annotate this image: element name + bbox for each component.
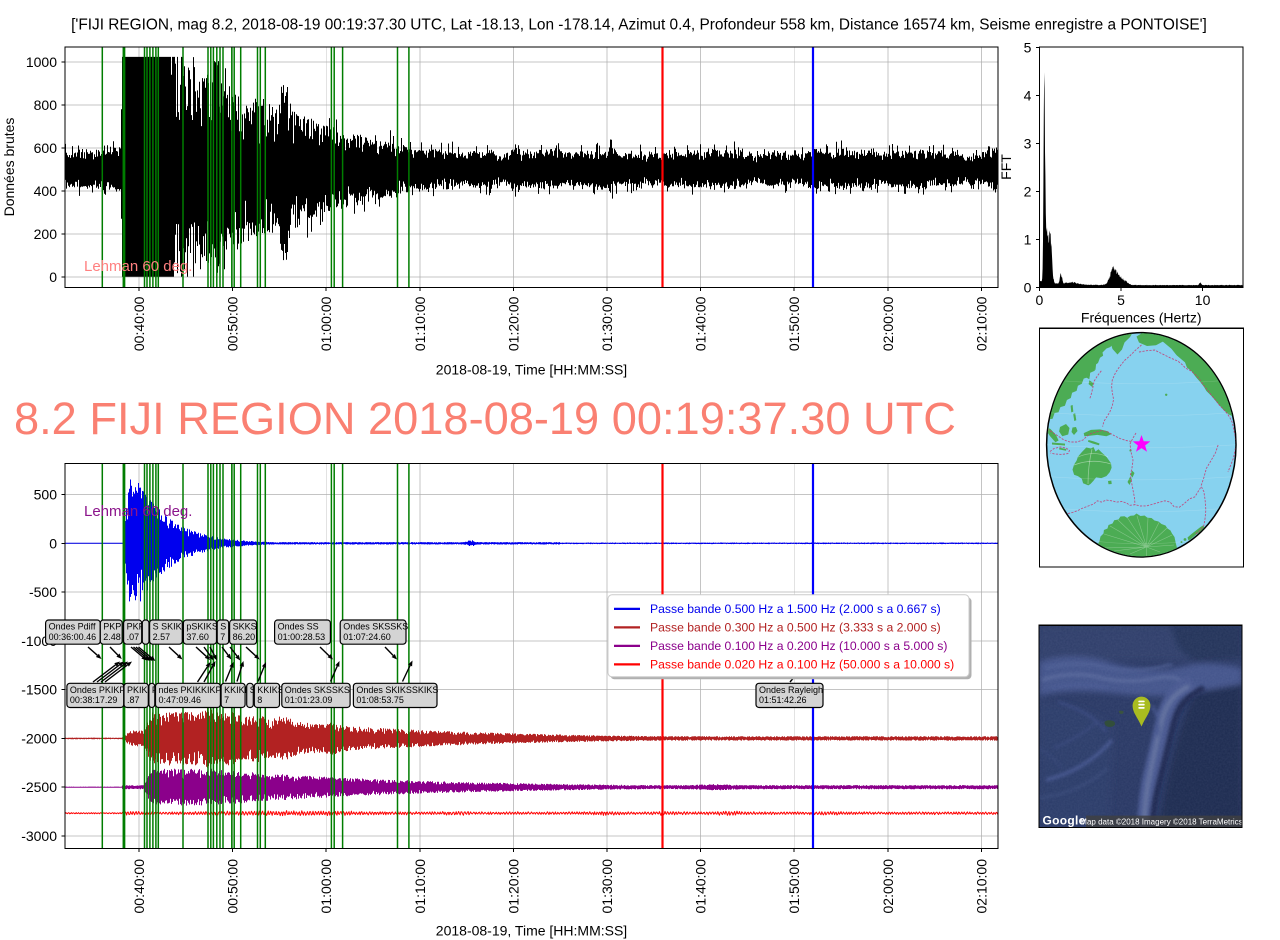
svg-text:Ondes SKIKSSKIKS: Ondes SKIKSSKIKS: [356, 685, 438, 695]
svg-text:-500: -500: [29, 584, 57, 600]
svg-text:-2500: -2500: [21, 779, 57, 795]
svg-text:Passe bande 0.300 Hz a 0.500 H: Passe bande 0.300 Hz a 0.500 Hz (3.333 s…: [650, 621, 941, 635]
svg-text:['FIJI REGION, mag 8.2, 2018-0: ['FIJI REGION, mag 8.2, 2018-08-19 00:19…: [71, 17, 1207, 34]
svg-text:7: 7: [220, 632, 225, 642]
svg-text:86.20: 86.20: [233, 632, 256, 642]
svg-text:200: 200: [34, 226, 58, 242]
svg-text:01:40:00: 01:40:00: [693, 296, 709, 351]
svg-text:2018-08-19, Time [HH:MM:SS]: 2018-08-19, Time [HH:MM:SS]: [436, 362, 627, 378]
svg-text:00:38:17.29: 00:38:17.29: [70, 695, 118, 705]
svg-text:1: 1: [1024, 232, 1032, 248]
svg-text:01:00:00: 01:00:00: [318, 296, 334, 351]
svg-text:FFT: FFT: [998, 154, 1014, 180]
svg-text:2018-08-19, Time [HH:MM:SS]: 2018-08-19, Time [HH:MM:SS]: [436, 923, 627, 939]
svg-text:Lehman 60 deg.: Lehman 60 deg.: [84, 258, 192, 275]
svg-text:-1500: -1500: [21, 682, 57, 698]
svg-text:01:50:00: 01:50:00: [786, 859, 802, 914]
svg-text:01:10:00: 01:10:00: [412, 296, 428, 351]
svg-text:Map data ©2018 Imagery ©2018: Map data ©2018 Imagery ©2018 TerraMetric…: [1080, 817, 1242, 826]
svg-text:1000: 1000: [26, 54, 57, 70]
svg-text:500: 500: [34, 487, 58, 503]
svg-text:S: S: [220, 622, 226, 632]
svg-text:ndes PKIKKIKP: ndes PKIKKIKP: [159, 685, 222, 695]
svg-text:4: 4: [1024, 87, 1032, 103]
svg-text:01:08:53.75: 01:08:53.75: [356, 695, 404, 705]
svg-text:0: 0: [1024, 280, 1032, 296]
svg-text:8.2 FIJI REGION 2018-08-19 00:: 8.2 FIJI REGION 2018-08-19 00:19:37.30 U…: [14, 393, 956, 444]
svg-text:01:01:23.09: 01:01:23.09: [285, 695, 333, 705]
svg-text:Lehman 60 deg.: Lehman 60 deg.: [84, 503, 192, 520]
svg-text:Ondes SKSSKS: Ondes SKSSKS: [343, 622, 408, 632]
svg-text:02:10:00: 02:10:00: [973, 296, 989, 351]
svg-text:0: 0: [49, 535, 57, 551]
svg-text:01:20:00: 01:20:00: [505, 859, 521, 914]
svg-text:01:40:00: 01:40:00: [693, 859, 709, 914]
svg-text:S SKIKS: S SKIKS: [153, 622, 188, 632]
svg-text:Google: Google: [1043, 814, 1086, 828]
svg-text:01:00:00: 01:00:00: [318, 859, 334, 914]
svg-text:S: S: [250, 685, 256, 695]
svg-text:01:20:00: 01:20:00: [505, 296, 521, 351]
svg-text:KKIKS: KKIKS: [257, 685, 284, 695]
svg-text:Fréquences (Hertz): Fréquences (Hertz): [1081, 310, 1202, 326]
svg-text:SKKS: SKKS: [233, 622, 257, 632]
svg-text:01:50:00: 01:50:00: [786, 296, 802, 351]
svg-text:01:10:00: 01:10:00: [412, 859, 428, 914]
svg-text:800: 800: [34, 97, 58, 113]
svg-text:0:47:09.46: 0:47:09.46: [159, 695, 202, 705]
svg-text:PKP: PKP: [103, 622, 121, 632]
svg-text:00:50:00: 00:50:00: [225, 859, 241, 914]
svg-text:PKP P: PKP P: [127, 622, 153, 632]
svg-text:3: 3: [1024, 135, 1032, 151]
svg-text:37.60: 37.60: [186, 632, 209, 642]
svg-text:00:40:00: 00:40:00: [131, 859, 147, 914]
svg-text:8: 8: [257, 695, 262, 705]
svg-text:Passe bande 0.100 Hz a 0.200 H: Passe bande 0.100 Hz a 0.200 Hz (10.000 …: [650, 639, 947, 653]
svg-text:00:36:00.46: 00:36:00.46: [49, 632, 97, 642]
svg-text:2.48: 2.48: [103, 632, 121, 642]
svg-text:Passe bande 0.500 Hz a 1.500 H: Passe bande 0.500 Hz a 1.500 Hz (2.000 s…: [650, 602, 941, 616]
svg-text:02:10:00: 02:10:00: [973, 859, 989, 914]
svg-text:Ondes SKSSKS: Ondes SKSSKS: [285, 685, 350, 695]
svg-text:-2000: -2000: [21, 730, 57, 746]
svg-text:pSKIKS: pSKIKS: [186, 622, 218, 632]
svg-text:00:50:00: 00:50:00: [225, 296, 241, 351]
svg-text:Ondes PKIKP: Ondes PKIKP: [70, 685, 126, 695]
svg-text:01:07:24.60: 01:07:24.60: [343, 632, 391, 642]
svg-text:2: 2: [1024, 184, 1032, 200]
svg-text:10: 10: [1195, 292, 1211, 308]
svg-text:Ondes Rayleigh: Ondes Rayleigh: [759, 685, 823, 695]
svg-text:Données brutes: Données brutes: [1, 118, 17, 217]
svg-text:00:40:00: 00:40:00: [131, 296, 147, 351]
svg-text:0: 0: [1036, 292, 1044, 308]
svg-text:.07: .07: [127, 632, 140, 642]
svg-text:7: 7: [224, 695, 229, 705]
svg-text:02:00:00: 02:00:00: [880, 296, 896, 351]
svg-text:2.57: 2.57: [153, 632, 171, 642]
svg-text:5: 5: [1117, 292, 1125, 308]
svg-text:5: 5: [1024, 39, 1032, 55]
svg-text:Ondes SS: Ondes SS: [278, 622, 319, 632]
svg-text:600: 600: [34, 140, 58, 156]
svg-text:PKIKP: PKIKP: [127, 685, 154, 695]
svg-text:01:51:42.26: 01:51:42.26: [759, 695, 807, 705]
svg-text:.87: .87: [127, 695, 140, 705]
svg-text:Passe bande 0.020 Hz a 0.100 H: Passe bande 0.020 Hz a 0.100 Hz (50.000 …: [650, 658, 954, 672]
svg-text:01:30:00: 01:30:00: [599, 296, 615, 351]
svg-text:400: 400: [34, 183, 58, 199]
svg-text:02:00:00: 02:00:00: [880, 859, 896, 914]
svg-text:-3000: -3000: [21, 828, 57, 844]
svg-text:01:30:00: 01:30:00: [599, 859, 615, 914]
svg-text:KKIKP: KKIKP: [224, 685, 251, 695]
svg-text:0: 0: [49, 269, 57, 285]
svg-text:01:00:28.53: 01:00:28.53: [278, 632, 326, 642]
svg-text:Ondes Pdiff: Ondes Pdiff: [49, 622, 96, 632]
